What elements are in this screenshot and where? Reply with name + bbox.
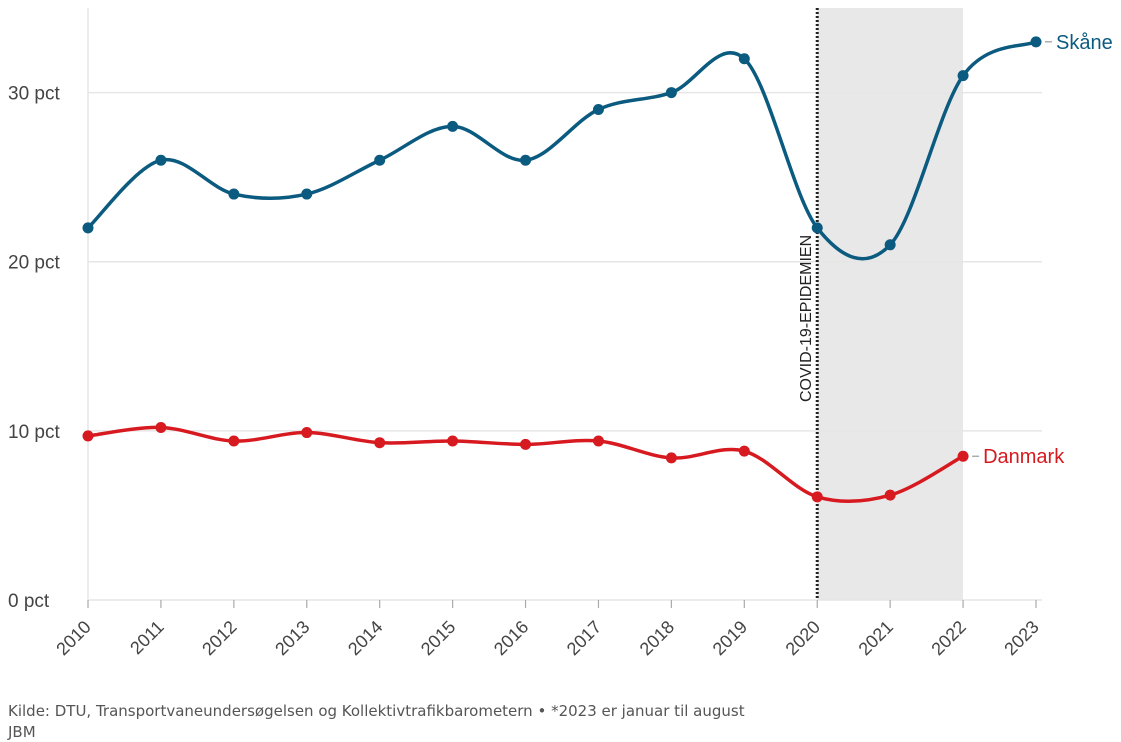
source-note: Kilde: DTU, Transportvaneundersøgelsen o…	[8, 702, 745, 720]
data-point-danmark	[957, 450, 969, 462]
x-tick-label: 2023	[1000, 617, 1042, 659]
data-point-sk-ne	[811, 222, 823, 234]
data-point-danmark	[155, 421, 167, 433]
x-tick-label: 2013	[271, 617, 313, 659]
x-tick-label: 2010	[52, 617, 94, 659]
x-tick-label: 2022	[927, 617, 969, 659]
data-point-sk-ne	[665, 87, 677, 99]
x-tick-label: 2021	[855, 617, 897, 659]
covid-shaded-region	[817, 8, 964, 600]
x-tick-label: 2017	[563, 617, 605, 659]
x-tick-label: 2020	[782, 617, 824, 659]
x-tick-label: 2016	[490, 617, 532, 659]
data-point-danmark	[665, 452, 677, 464]
x-tick-label: 2014	[344, 617, 386, 659]
data-point-danmark	[592, 435, 604, 447]
data-point-danmark	[520, 438, 532, 450]
x-tick-label: 2012	[198, 617, 240, 659]
line-chart: 0 pct 10 pct 20 pct 30 pct 2010 2011 2012 2013 2…	[8, 8, 1113, 659]
data-point-sk-ne	[957, 70, 969, 82]
data-point-danmark	[82, 430, 94, 442]
covid-annotation-label: COVID-19-EPIDEMIEN	[798, 235, 815, 402]
data-point-sk-ne	[447, 120, 459, 132]
y-tick-label: 0 pct	[8, 591, 50, 612]
data-point-sk-ne	[520, 154, 532, 166]
x-tick-label: 2018	[636, 617, 678, 659]
data-point-sk-ne	[228, 188, 240, 200]
data-point-sk-ne	[592, 103, 604, 115]
data-point-sk-ne	[1030, 36, 1042, 48]
data-point-sk-ne	[155, 154, 167, 166]
data-point-sk-ne	[82, 222, 94, 234]
series-label-danmark: Danmark	[983, 446, 1065, 468]
y-tick-label: 20 pct	[8, 253, 60, 274]
y-tick-label: 10 pct	[8, 422, 60, 443]
data-point-sk-ne	[301, 188, 313, 200]
x-tick-label: 2019	[709, 617, 751, 659]
data-point-danmark	[811, 491, 823, 503]
x-tick-label: 2011	[126, 617, 168, 659]
x-tick-label: 2015	[417, 617, 459, 659]
data-point-danmark	[374, 437, 386, 449]
data-point-danmark	[301, 427, 313, 439]
y-tick-label: 30 pct	[8, 84, 60, 105]
data-point-danmark	[738, 445, 750, 457]
data-point-sk-ne	[884, 239, 896, 251]
data-point-danmark	[884, 489, 896, 501]
data-point-sk-ne	[374, 154, 386, 166]
series-label-sk-ne: Skåne	[1056, 32, 1113, 54]
byline: JBM	[8, 723, 36, 741]
data-point-sk-ne	[738, 53, 750, 65]
data-point-danmark	[447, 435, 459, 447]
data-point-danmark	[228, 435, 240, 447]
